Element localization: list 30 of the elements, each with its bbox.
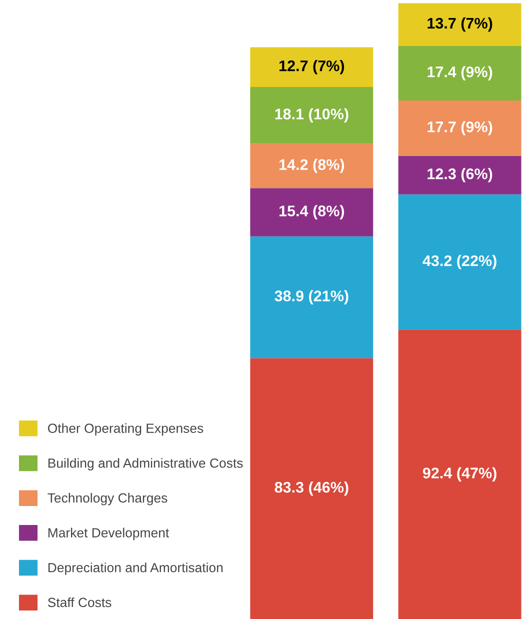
legend-label: Technology Charges <box>48 492 168 506</box>
data-label: 17.7 (9%) <box>428 121 492 136</box>
data-label: 12.7 (7%) <box>280 60 344 74</box>
bar <box>398 3 522 46</box>
data-label: 15.4 (8%) <box>280 205 344 220</box>
bar <box>398 156 522 194</box>
data-label: 12.3 (6%) <box>428 168 492 182</box>
legend-label: Staff Costs <box>48 597 112 608</box>
legend-label: Other Operating Expenses <box>48 423 204 436</box>
data-label: 83.3 (46%) <box>274 481 348 496</box>
legend-label: Depreciation and Amortisation <box>48 562 223 575</box>
bar <box>250 188 374 236</box>
legend-label: Building and Administrative Costs <box>48 458 243 470</box>
data-label: 92.4 (47%) <box>422 467 496 482</box>
bar <box>250 358 374 619</box>
bar <box>398 194 522 330</box>
data-label: 43.2 (22%) <box>422 254 496 270</box>
bar <box>398 330 522 619</box>
bar <box>250 87 374 144</box>
data-label: 17.4 (9%) <box>428 66 492 80</box>
bar <box>398 100 522 156</box>
data-label: 14.2 (8%) <box>280 158 344 174</box>
data-label: 38.9 (21%) <box>274 290 348 304</box>
bar <box>398 46 522 100</box>
data-label: 13.7 (7%) <box>428 17 492 32</box>
bar <box>250 236 374 358</box>
bar <box>250 47 374 88</box>
legend-label: Market Development <box>48 528 170 540</box>
data-label: 18.1 (10%) <box>275 108 348 122</box>
bar <box>250 144 374 188</box>
